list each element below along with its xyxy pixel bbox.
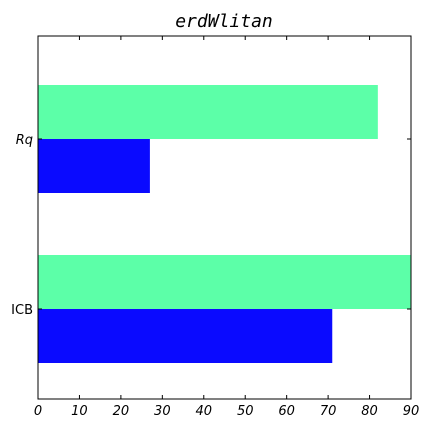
x-tick-label-80: 80 bbox=[361, 404, 378, 419]
x-tick-label-70: 70 bbox=[320, 404, 337, 419]
bar-rq-series-1 bbox=[38, 139, 150, 193]
chart-title: erdWlitan bbox=[175, 11, 273, 32]
plot-frame bbox=[37, 35, 412, 400]
x-tick-label-90: 90 bbox=[403, 404, 420, 419]
bars-group bbox=[38, 85, 411, 363]
bar-icb-series-1 bbox=[38, 309, 333, 363]
x-tick-label-20: 20 bbox=[113, 404, 130, 419]
x-tick-label-30: 30 bbox=[154, 404, 171, 419]
x-tick-label-10: 10 bbox=[71, 404, 88, 419]
x-tick-label-60: 60 bbox=[278, 404, 295, 419]
y-category-label-rq: Rq bbox=[16, 133, 33, 148]
bar-rq-series-2 bbox=[38, 85, 378, 139]
x-tick-label-40: 40 bbox=[196, 404, 213, 419]
labels-group: 0 10 20 30 40 50 60 70 80 90 ICB Rq bbox=[11, 133, 419, 419]
x-tick-label-50: 50 bbox=[237, 404, 254, 419]
x-tick-label-0: 0 bbox=[34, 404, 42, 419]
y-category-label-icb: ICB bbox=[11, 303, 33, 318]
bar-icb-series-2 bbox=[38, 255, 411, 309]
